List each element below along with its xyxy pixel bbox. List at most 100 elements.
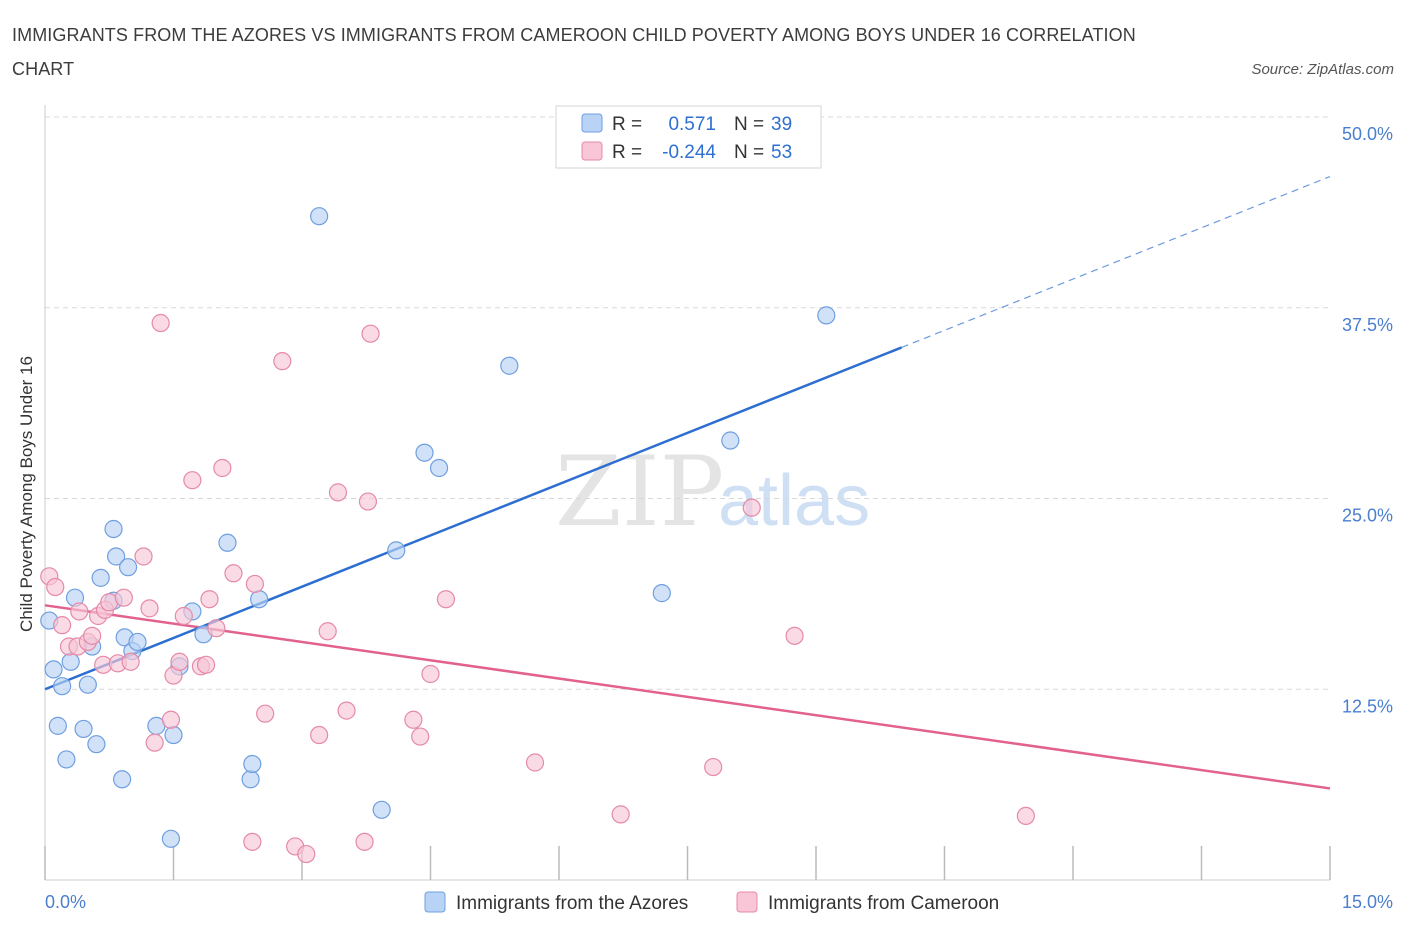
azores-point (387, 541, 406, 560)
bottom-legend-swatch-cameroon (736, 891, 758, 913)
bottom-legend-label-cameroon: Immigrants from Cameroon (768, 893, 999, 914)
azores-point (78, 675, 97, 694)
azores-point (243, 754, 262, 774)
azores-point (128, 632, 147, 652)
azores-point (250, 590, 269, 609)
cameroon-point (140, 599, 159, 618)
cameroon-point (121, 652, 140, 671)
azores-point (218, 533, 237, 552)
cameroon-point (256, 704, 275, 723)
cameroon-point (611, 805, 630, 824)
azores-point (372, 800, 391, 819)
azores-point (310, 207, 329, 226)
azores-point (107, 547, 126, 566)
cameroon-point (46, 577, 65, 597)
cameroon-point (704, 757, 723, 777)
azores-point (118, 558, 138, 577)
cameroon-point (436, 590, 456, 609)
azores-trend-line (44, 346, 903, 691)
azores-point (161, 829, 181, 848)
cameroon-point (224, 564, 243, 583)
cameroon-point (53, 616, 72, 635)
series-cameroon-points (40, 313, 1035, 864)
cameroon-point (411, 727, 430, 746)
cameroon-point (151, 313, 170, 333)
azores-point (57, 750, 76, 769)
azores-point (44, 660, 63, 679)
azores-point (48, 716, 67, 735)
azores-point (91, 568, 110, 587)
legend-n-value: 39 (771, 114, 792, 135)
azores-trend-extension (901, 175, 1331, 348)
x-tick-label: 15.0% (1342, 892, 1393, 912)
azores-point (817, 306, 836, 325)
cameroon-point (174, 606, 193, 626)
cameroon-point (785, 626, 804, 645)
azores-point (74, 719, 93, 739)
cameroon-point (200, 590, 219, 609)
cameroon-point (114, 588, 133, 607)
azores-point (652, 584, 671, 603)
cameroon-point (145, 733, 164, 752)
x-tick-labels: 0.0% 15.0% (45, 892, 1393, 912)
legend-n-label: N = (734, 114, 764, 135)
cameroon-point (134, 547, 153, 566)
cameroon-point (70, 602, 89, 621)
cameroon-point (161, 710, 181, 729)
y-axis-label: Child Poverty Among Boys Under 16 (17, 356, 36, 632)
azores-point (53, 677, 72, 696)
y-tick-label: 25.0% (1342, 506, 1393, 526)
legend-n-label: N = (734, 142, 764, 163)
y-tick-label: 50.0% (1342, 124, 1393, 144)
cameroon-point (83, 626, 102, 645)
legend-r-value: -0.244 (662, 142, 716, 163)
legend-r-label: R = (612, 114, 642, 135)
stats-legend: R = 0.571 N = 39 R = -0.244 N = 53 (555, 105, 822, 169)
cameroon-point (318, 622, 337, 641)
cameroon-point (170, 652, 189, 671)
cameroon-point (361, 324, 380, 343)
x-tick-label: 0.0% (45, 892, 86, 912)
cameroon-point (421, 664, 440, 684)
cameroon-point (355, 832, 374, 851)
azores-point (87, 735, 106, 754)
cameroon-point (273, 352, 292, 371)
cameroon-point (358, 492, 378, 511)
cameroon-point (404, 710, 423, 729)
legend-swatch-cameroon (581, 141, 603, 161)
cameroon-point (742, 498, 761, 517)
y-tick-label: 12.5% (1342, 696, 1393, 716)
y-tick-label: 37.5% (1342, 315, 1393, 335)
cameroon-point (243, 832, 262, 851)
bottom-legend-swatch-azores (424, 891, 446, 913)
cameroon-point (213, 458, 232, 478)
cameroon-point (337, 701, 356, 720)
cameroon-point (310, 725, 329, 745)
azores-point (500, 356, 519, 375)
azores-point (415, 443, 434, 462)
legend-n-value: 53 (771, 142, 792, 163)
cameroon-point (245, 574, 264, 594)
azores-point (429, 458, 449, 478)
watermark-atlas: atlas (718, 461, 870, 541)
azores-point (104, 519, 123, 539)
azores-point (721, 431, 740, 450)
cameroon-point (328, 483, 348, 502)
legend-r-label: R = (612, 142, 642, 163)
azores-point (61, 652, 80, 671)
series-legend: Immigrants from the Azores Immigrants fr… (424, 891, 999, 914)
cameroon-point (297, 844, 316, 864)
cameroon-point (196, 655, 216, 674)
y-tick-labels: 12.5% 25.0% 37.5% 50.0% (1342, 124, 1393, 716)
gridlines (45, 116, 1330, 690)
cameroon-trend-line (44, 604, 1331, 790)
chart-title: IMMIGRANTS FROM THE AZORES VS IMMIGRANTS… (12, 25, 1136, 79)
legend-r-value: 0.571 (668, 114, 716, 135)
source-credit: Source: ZipAtlas.com (1251, 61, 1394, 78)
legend-swatch-azores (581, 113, 603, 133)
cameroon-point (207, 619, 226, 638)
trend-lines (44, 175, 1331, 790)
watermark-zip: ZIP (555, 436, 724, 548)
azores-point (164, 725, 183, 745)
